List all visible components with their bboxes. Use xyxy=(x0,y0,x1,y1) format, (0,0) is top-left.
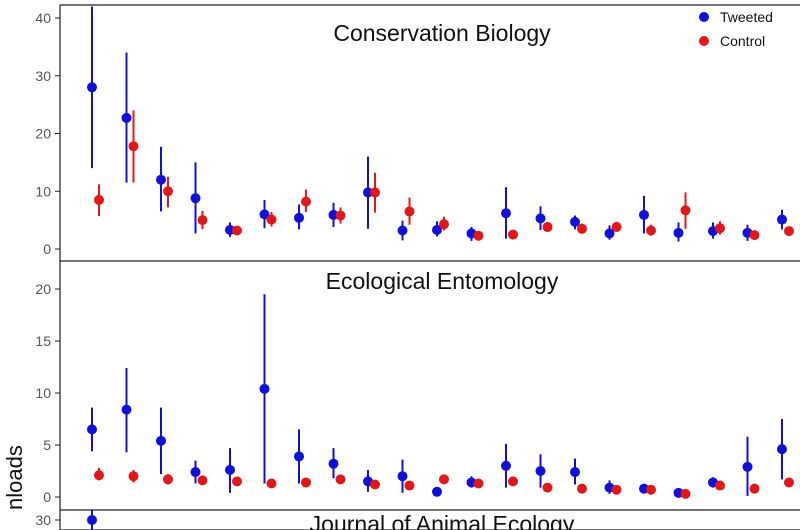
tweeted-point xyxy=(87,82,97,93)
tweeted-point xyxy=(639,209,649,220)
tweeted-point xyxy=(432,486,442,497)
y-tick-label: 0 xyxy=(43,241,51,257)
control-point xyxy=(370,187,380,198)
control-point xyxy=(335,474,346,485)
tweeted-point xyxy=(501,460,511,471)
y-tick-label: 30 xyxy=(35,512,51,528)
control-point xyxy=(301,196,311,207)
control-point xyxy=(473,230,484,241)
control-point xyxy=(301,477,311,488)
tweeted-point xyxy=(535,466,546,476)
tweeted-point xyxy=(87,424,97,435)
control-point xyxy=(197,475,208,486)
control-point xyxy=(128,141,139,152)
control-point xyxy=(715,480,725,491)
tweeted-point xyxy=(294,212,304,223)
y-axis-label: nloads xyxy=(2,445,27,510)
control-point xyxy=(335,210,346,221)
tweeted-point xyxy=(397,471,408,482)
tweeted-point xyxy=(190,193,201,204)
tweeted-point xyxy=(225,464,235,475)
y-tick-label: 20 xyxy=(35,126,51,142)
y-tick-label: 10 xyxy=(35,183,51,199)
tweeted-point xyxy=(363,187,373,198)
control-point xyxy=(577,223,587,234)
tweeted-point xyxy=(570,216,580,227)
control-point xyxy=(439,474,449,485)
control-point xyxy=(784,226,794,237)
tweeted-point xyxy=(259,209,270,220)
tweeted-point xyxy=(777,214,787,225)
control-point xyxy=(508,476,518,487)
plot-area: 0 10 20 30 40 Conservation Biology Tweeted Cont… xyxy=(35,4,800,530)
y-tick-label: 40 xyxy=(35,10,51,26)
legend-marker xyxy=(699,36,709,46)
tweeted-point xyxy=(121,404,132,415)
control-point xyxy=(611,222,622,233)
tweeted-point xyxy=(673,227,684,238)
control-point xyxy=(163,474,173,485)
tweeted-point xyxy=(397,225,408,236)
tweeted-point xyxy=(121,112,132,123)
tweeted-point xyxy=(294,451,304,462)
control-point xyxy=(404,206,415,217)
y-tick-label: 0 xyxy=(43,489,51,505)
y-tick-label: 20 xyxy=(35,281,51,297)
panel-1: 0 10 20 30 40 Conservation Biology Tweeted Cont… xyxy=(35,4,800,262)
control-point xyxy=(439,219,449,230)
panel-3: 30 Journal of Animal Ecology xyxy=(35,510,800,530)
control-point xyxy=(370,479,380,490)
control-point xyxy=(232,476,242,487)
tweeted-point xyxy=(432,224,442,235)
panel-title: Journal of Animal Ecology xyxy=(310,511,575,530)
control-point xyxy=(404,480,415,491)
control-point xyxy=(715,223,725,234)
control-point xyxy=(197,215,208,226)
y-tick-label: 5 xyxy=(43,437,51,453)
control-point xyxy=(646,484,656,495)
y-tick-label: 30 xyxy=(35,68,51,84)
panel-title: Ecological Entomology xyxy=(326,268,559,294)
control-point xyxy=(577,483,587,494)
control-point xyxy=(784,477,794,488)
control-point xyxy=(646,225,656,236)
control-point xyxy=(473,478,484,489)
tweeted-point xyxy=(190,467,201,478)
control-point xyxy=(163,186,173,197)
tweeted-point xyxy=(742,461,753,472)
tweeted-point xyxy=(777,444,787,455)
tweeted-point xyxy=(156,435,166,446)
control-point xyxy=(232,225,242,236)
control-point xyxy=(680,488,691,499)
legend-marker xyxy=(699,12,709,22)
control-point xyxy=(611,484,622,495)
control-point xyxy=(266,214,277,225)
y-tick-label: 15 xyxy=(35,333,51,349)
control-point xyxy=(749,230,760,241)
panel-2: 0 5 10 15 20 Ecological Entomology xyxy=(35,261,800,511)
tweeted-point xyxy=(259,383,270,394)
tweeted-point xyxy=(87,515,97,525)
control-point xyxy=(94,194,104,205)
tweeted-point xyxy=(570,467,580,478)
panel-title: Conservation Biology xyxy=(333,20,551,46)
control-point xyxy=(128,471,139,482)
control-point xyxy=(266,478,277,489)
tweeted-point xyxy=(156,174,166,185)
control-point xyxy=(749,483,760,494)
y-tick-label: 10 xyxy=(35,385,51,401)
control-point xyxy=(94,470,104,481)
tweeted-point xyxy=(604,228,615,239)
tweeted-point xyxy=(328,458,339,469)
legend: Tweeted Control xyxy=(699,9,773,49)
control-point xyxy=(542,482,553,493)
tweeted-point xyxy=(535,213,546,224)
control-point xyxy=(680,205,691,216)
tweeted-point xyxy=(501,208,511,219)
legend-label: Control xyxy=(720,33,765,49)
control-point xyxy=(508,229,518,240)
legend-label: Tweeted xyxy=(720,9,773,25)
control-point xyxy=(542,222,553,233)
